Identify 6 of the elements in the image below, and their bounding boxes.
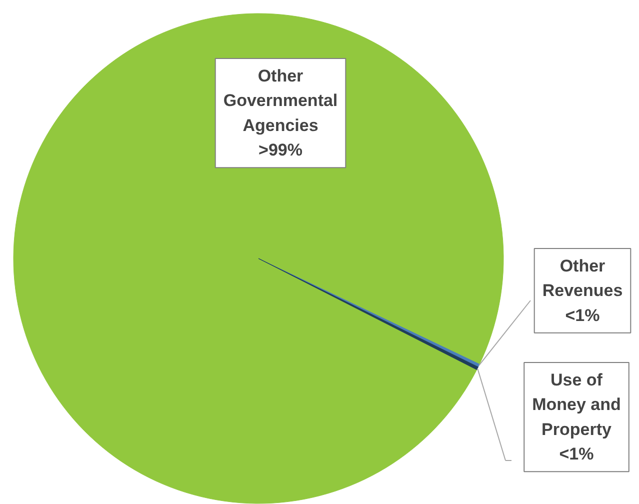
data-label: >99%: [258, 140, 302, 160]
slice-label: Other Revenues: [542, 256, 623, 300]
data-label: <1%: [565, 306, 600, 325]
data-label: <1%: [559, 444, 594, 464]
slice-label: Use of Money and Property: [532, 370, 621, 439]
slice-label: Other Governmental Agencies: [223, 66, 338, 135]
